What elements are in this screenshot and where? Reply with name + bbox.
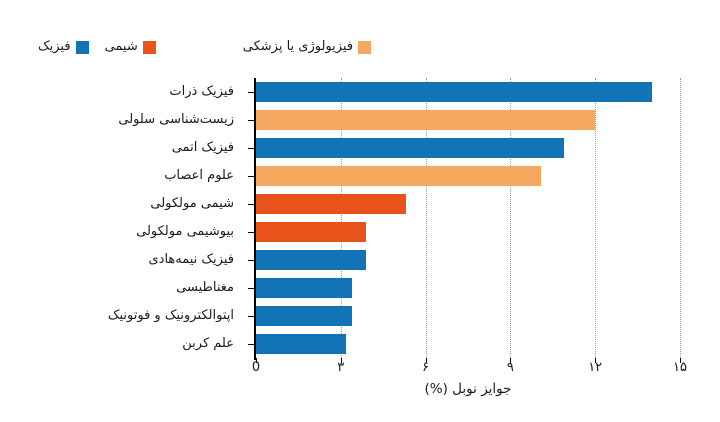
x-axis-tick-label-0: 0	[251, 360, 261, 375]
legend-label-physiology-medicine: فیزیولوژی یا پزشکی	[242, 39, 354, 54]
legend-item-physiology-medicine: فیزیولوژی یا پزشکی	[242, 39, 372, 54]
category-label-6: فیزیک نیمه‌هادی	[148, 252, 234, 267]
x-axis-title: جوایز نوبل (%)	[424, 381, 512, 397]
x-axis-tick-label-12: ۱۲	[588, 360, 603, 375]
category-label-0: فیزیک ذرات	[169, 84, 234, 99]
x-axis-tick-label-15: ۱۵	[673, 360, 687, 375]
x-axis-tick-mark-12	[595, 358, 597, 363]
legend: فیزیک شیمی فیزیولوژی یا پزشکی	[38, 39, 372, 54]
x-axis-tick-label-3: ۳	[337, 360, 345, 375]
legend-label-physics: فیزیک	[38, 39, 71, 54]
legend-label-chemistry: شیمی	[104, 39, 138, 54]
legend-item-physics: فیزیک	[38, 40, 89, 54]
legend-swatch-physiology-medicine-icon	[358, 40, 372, 54]
category-label-1: زیست‌شناسی سلولی	[118, 112, 234, 127]
bar-3	[256, 166, 542, 186]
bar-7	[256, 278, 353, 298]
y-axis-labels: فیزیک ذرات زیست‌شناسی سلولی فیزیک اتمی علوم…	[0, 78, 246, 358]
x-axis-tick-mark-9	[510, 358, 512, 363]
category-label-2: فیزیک اتمی	[171, 140, 234, 155]
gridline-9	[510, 78, 512, 358]
y-axis-tick-mark-5	[248, 232, 254, 233]
y-axis-tick-mark-7	[248, 288, 254, 289]
legend-swatch-chemistry-icon	[142, 40, 156, 54]
y-axis-tick-mark-2	[248, 148, 254, 149]
x-axis-tick-mark-6	[425, 358, 427, 363]
y-axis-tick-mark-0	[248, 92, 254, 93]
bar-9	[256, 334, 347, 354]
bar-4	[256, 194, 406, 214]
bar-2	[256, 138, 565, 158]
category-label-5: بیوشیمی مولکولی	[136, 224, 234, 239]
y-axis-tick-mark-9	[248, 344, 254, 345]
gridline-6	[425, 78, 427, 358]
category-label-4: شیمی مولکولی	[150, 196, 234, 211]
y-axis-tick-mark-3	[248, 176, 254, 177]
y-axis-tick-mark-1	[248, 120, 254, 121]
bar-8	[256, 306, 353, 326]
plot-area	[248, 78, 711, 363]
category-label-9: علم کربن	[182, 336, 234, 351]
y-axis-line	[254, 78, 256, 360]
gridline-15	[680, 78, 681, 358]
x-axis-tick-mark-3	[340, 358, 342, 363]
bar-1	[256, 110, 596, 130]
x-axis-tick-label-6: ۶	[422, 360, 430, 375]
legend-item-chemistry: شیمی	[105, 40, 156, 54]
gridline-12	[595, 78, 597, 358]
x-axis-tick-mark-15	[680, 358, 681, 363]
category-label-3: علوم اعصاب	[164, 168, 234, 183]
legend-swatch-physics-icon	[75, 40, 89, 54]
y-axis-tick-mark-6	[248, 260, 254, 261]
bar-6	[256, 250, 367, 270]
category-label-7: مغناطیسی	[176, 280, 234, 295]
gridline-3	[340, 78, 342, 358]
x-axis-tick-label-9: ۹	[506, 360, 514, 375]
bar-5	[256, 222, 367, 242]
bar-0	[256, 82, 652, 102]
category-label-8: اپتوالکترونیک و فوتونیک	[107, 308, 234, 323]
y-axis-tick-mark-4	[248, 204, 254, 205]
y-axis-tick-mark-8	[248, 316, 254, 317]
x-axis-tick-mark-0	[256, 358, 257, 363]
